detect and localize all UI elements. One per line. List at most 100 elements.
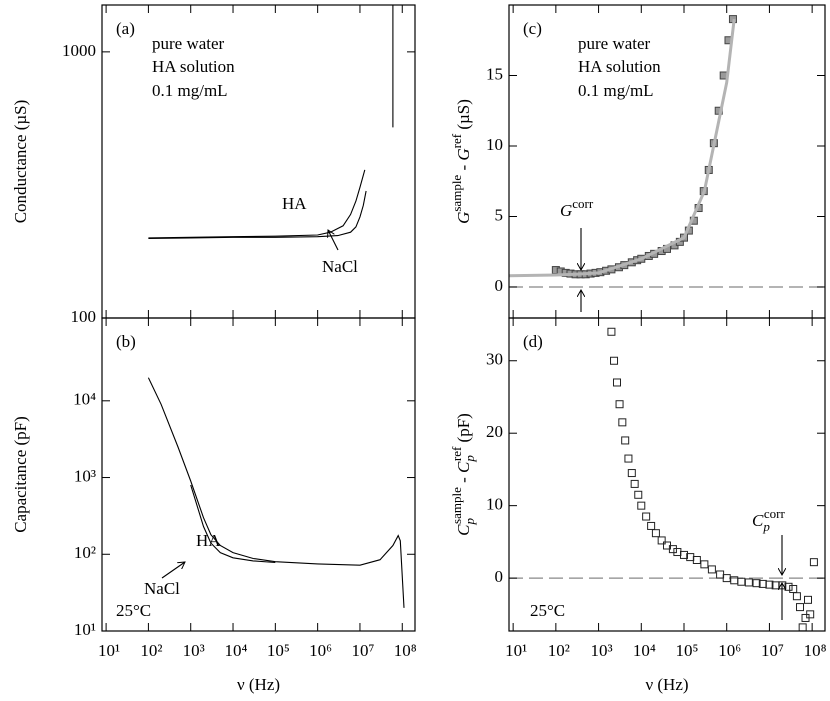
- data-point: [796, 603, 805, 612]
- label-part: C: [454, 461, 473, 473]
- label-part: p: [762, 519, 770, 534]
- annotation: HA: [282, 194, 307, 213]
- x-tick-label: 10³: [591, 641, 613, 660]
- x-tick-label: 10¹: [505, 641, 527, 660]
- data-point: [734, 0, 741, 1]
- data-point: [737, 577, 746, 586]
- label-part: ref: [449, 133, 464, 148]
- label-part: C: [454, 524, 473, 536]
- data-point: [627, 469, 636, 478]
- y-tick-label: 10²: [74, 543, 96, 562]
- data-point: [657, 536, 666, 545]
- data-point: [610, 356, 619, 365]
- plot-frame: [101, 317, 416, 632]
- label-part: G: [454, 212, 473, 224]
- x-tick-label: 10²: [140, 641, 162, 660]
- annotation: HA: [196, 531, 221, 550]
- plot-area: [147, 377, 405, 608]
- data-line: [147, 377, 405, 608]
- y-tick-label: 1000: [62, 41, 96, 60]
- data-line: [509, 18, 736, 278]
- data-point: [744, 578, 753, 587]
- data-point: [637, 501, 646, 510]
- data-point: [700, 560, 709, 569]
- label-part: G: [454, 148, 473, 160]
- y-tick-label: 10: [486, 135, 503, 154]
- data-point: [789, 584, 798, 593]
- data-point: [618, 418, 627, 427]
- x-tick-label: 10⁵: [676, 641, 699, 660]
- annotation: 25°C: [116, 601, 151, 620]
- y-tick-label: 10³: [74, 466, 96, 485]
- x-tick-label: 10³: [183, 641, 205, 660]
- panel-label: (a): [116, 19, 135, 38]
- label-part: sample: [449, 487, 464, 524]
- plot-frame: [101, 4, 416, 319]
- y-tick-label: 15: [486, 64, 503, 83]
- y-axis-label: Capacitance (pF): [11, 416, 30, 533]
- plot-frame: [508, 317, 826, 632]
- label-part: p: [462, 455, 477, 463]
- data-point: [679, 550, 688, 559]
- y-axis-label: Gsample - Gref (µS): [449, 99, 473, 224]
- label-part: p: [462, 517, 477, 525]
- y-tick-label: 0: [495, 276, 504, 295]
- data-point: [765, 580, 774, 589]
- annotation: pure water: [578, 34, 651, 53]
- y-tick-label: 100: [71, 307, 97, 326]
- x-tick-label: 10⁸: [804, 641, 827, 660]
- x-tick-label: 10⁶: [718, 641, 741, 660]
- panel-label: (b): [116, 332, 136, 351]
- x-tick-label: 10²: [548, 641, 570, 660]
- data-point: [798, 623, 807, 631]
- annotation: 0.1 mg/mL: [152, 81, 228, 100]
- annotation: HA solution: [578, 57, 661, 76]
- x-axis-label: ν (Hz): [237, 675, 280, 694]
- data-point: [668, 545, 677, 554]
- y-tick-label: 0: [495, 567, 504, 586]
- data-point: [804, 595, 813, 604]
- annotation: NaCl: [322, 257, 358, 276]
- panel-label: (c): [523, 19, 542, 38]
- x-tick-label: 10⁸: [394, 641, 417, 660]
- x-tick-label: 10⁴: [225, 641, 248, 660]
- data-point: [624, 454, 633, 463]
- label-part: G: [560, 201, 572, 220]
- data-line: [190, 484, 276, 564]
- y-axis-label: Conductance (µS): [11, 100, 30, 224]
- label-part: ref: [449, 446, 464, 461]
- x-tick-label: 10¹: [98, 641, 120, 660]
- y-tick-label: 10¹: [74, 620, 96, 639]
- data-point: [642, 512, 651, 521]
- data-point: [792, 592, 801, 601]
- data-point: [647, 521, 656, 530]
- y-tick-label: 30: [486, 350, 503, 369]
- data-point: [752, 579, 761, 588]
- label-part: (µS): [454, 99, 473, 134]
- annotation: Cpcorr: [752, 506, 785, 534]
- data-point: [634, 490, 643, 499]
- panel-label: (d): [523, 332, 543, 351]
- data-point: [673, 548, 682, 557]
- label-part: C: [752, 511, 764, 530]
- annotation: 0.1 mg/mL: [578, 81, 654, 100]
- annotation: 25°C: [530, 601, 565, 620]
- x-tick-label: 10⁶: [309, 641, 332, 660]
- data-point: [615, 400, 624, 409]
- data-point: [722, 574, 731, 583]
- y-tick-label: 10⁴: [73, 390, 96, 409]
- data-point: [612, 378, 621, 387]
- data-point: [716, 570, 725, 579]
- label-part: corr: [572, 196, 594, 211]
- x-tick-label: 10⁷: [761, 641, 784, 660]
- data-point: [692, 555, 701, 564]
- y-tick-label: 5: [495, 205, 504, 224]
- x-tick-label: 10⁷: [351, 641, 374, 660]
- plot-area: [509, 327, 825, 631]
- plot-area: [509, 0, 825, 288]
- arrow: [328, 230, 339, 251]
- label-part: (pF): [454, 413, 473, 447]
- annotation: HA solution: [152, 57, 235, 76]
- annotation: Gcorr: [560, 196, 594, 220]
